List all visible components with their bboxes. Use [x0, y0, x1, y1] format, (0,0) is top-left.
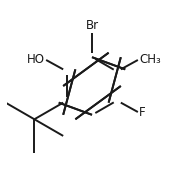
Text: Br: Br: [85, 19, 99, 32]
Text: F: F: [139, 106, 146, 119]
Text: HO: HO: [27, 53, 45, 66]
Text: CH₃: CH₃: [139, 53, 161, 66]
